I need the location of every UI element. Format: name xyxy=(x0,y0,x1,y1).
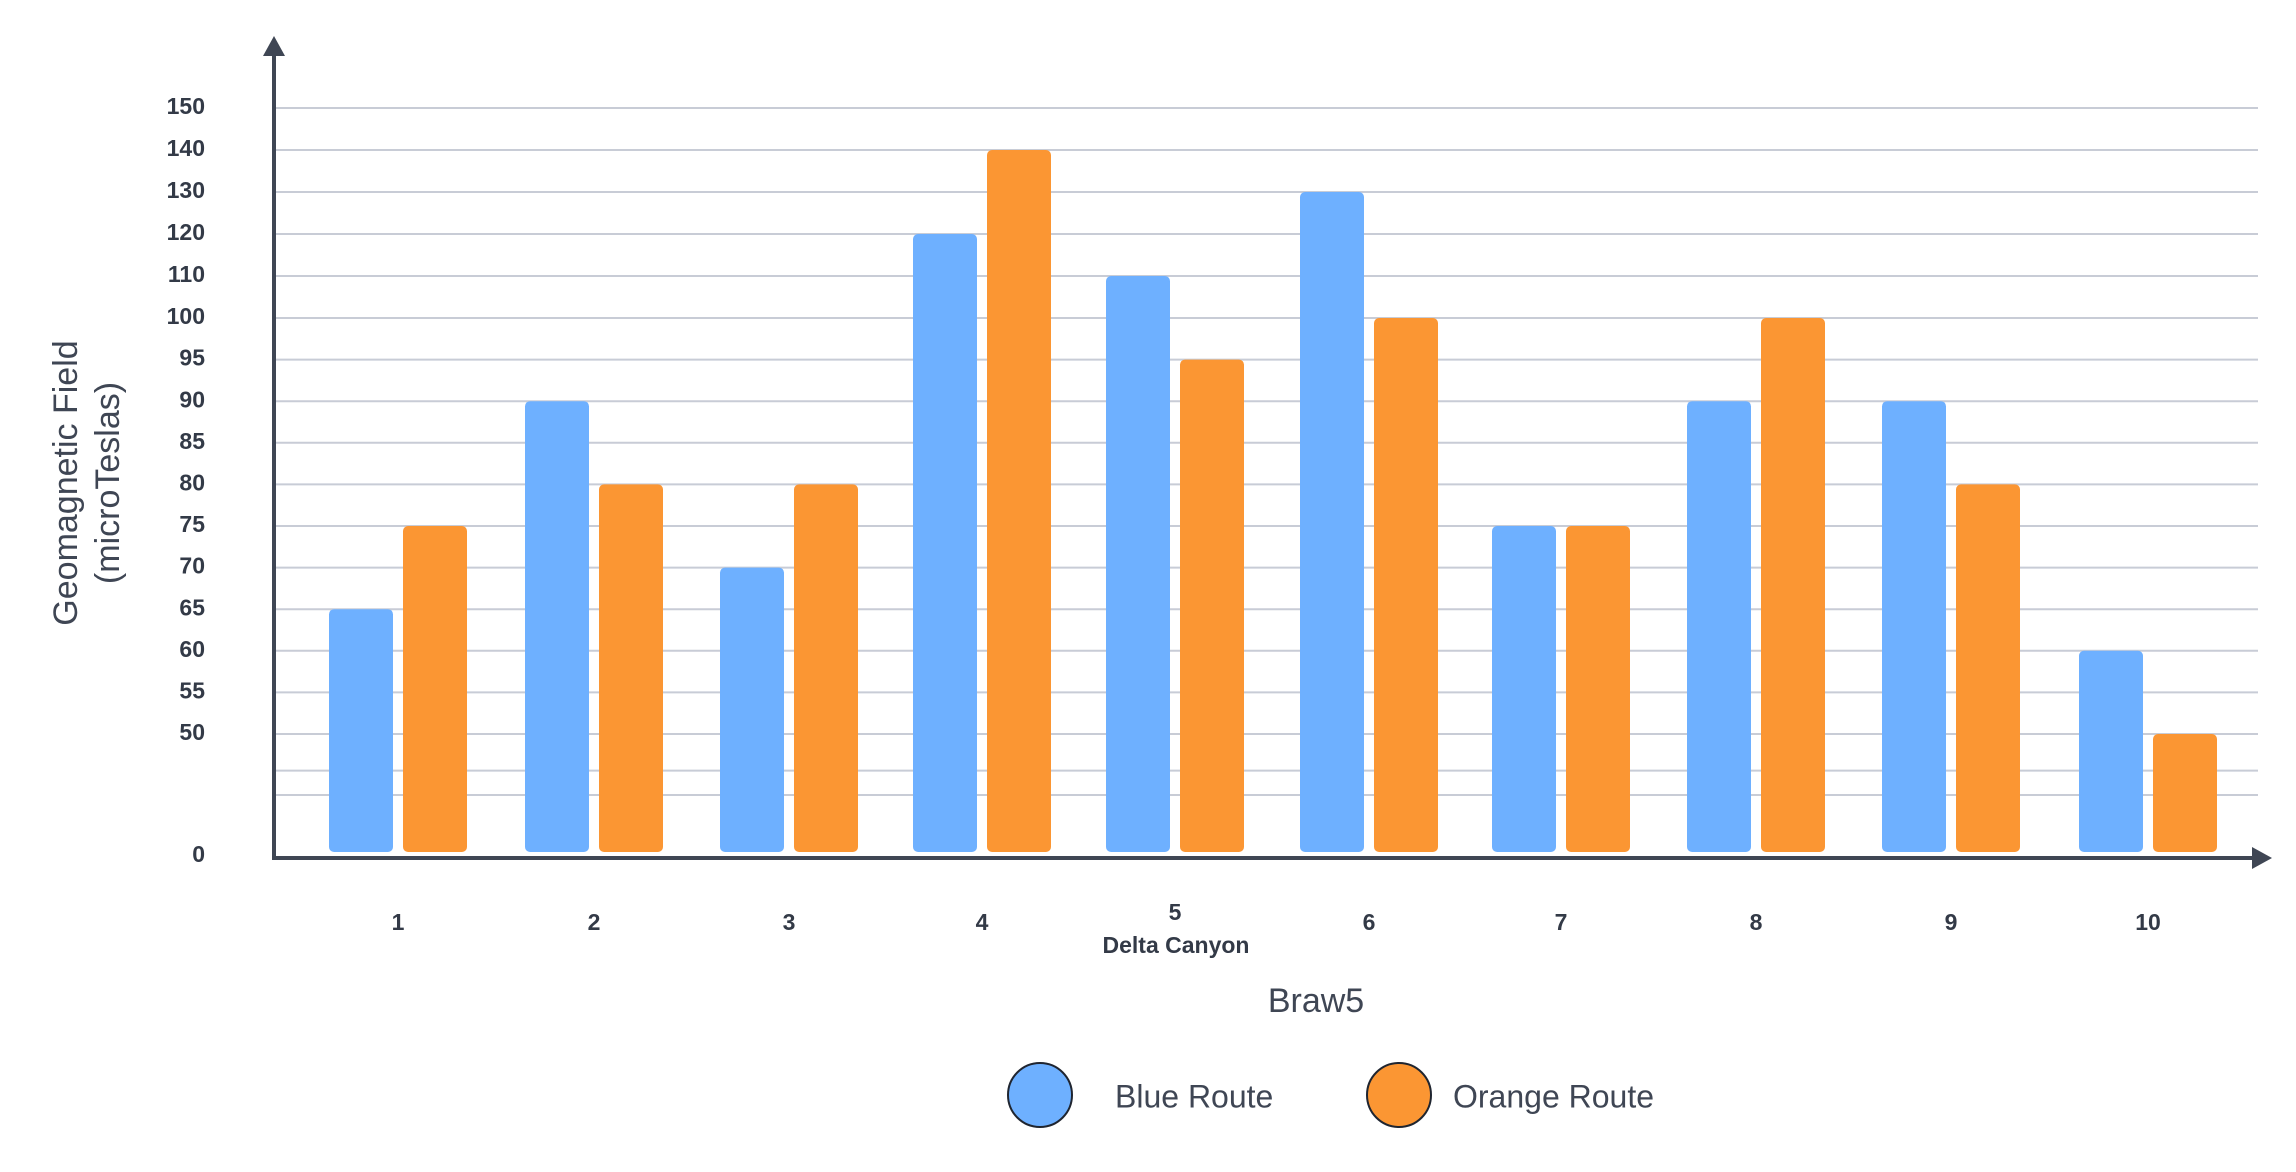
y-tick-label: 80 xyxy=(179,469,205,495)
legend: Blue Route Orange Route xyxy=(1007,1062,1654,1128)
axes xyxy=(263,36,2272,869)
y-tick-label: 95 xyxy=(179,345,205,371)
y-tick-label: 70 xyxy=(179,553,205,579)
bar-orange-route xyxy=(1566,526,1630,852)
bar-orange-route xyxy=(987,150,1051,852)
bar-blue-route xyxy=(525,401,589,852)
bar-blue-route xyxy=(720,567,784,852)
x-axis-arrow xyxy=(2252,847,2272,869)
y-tick-label: 130 xyxy=(167,177,205,203)
x-axis-title: Braw5 xyxy=(1268,982,1364,1020)
y-tick-label: 90 xyxy=(179,386,205,412)
legend-label-orange-route: Orange Route xyxy=(1453,1078,1654,1114)
bar-orange-route xyxy=(1180,359,1244,852)
legend-swatch-blue-route xyxy=(1007,1062,1073,1128)
bar-orange-route xyxy=(1761,318,1825,852)
y-tick-label: 120 xyxy=(167,219,205,245)
x-tick-label: 5 xyxy=(1169,899,1182,925)
x-tick-label: 7 xyxy=(1555,909,1568,935)
category-annotation: Delta Canyon xyxy=(1103,932,1250,958)
y-tick-label: 0 xyxy=(192,841,205,867)
y-axis-title-line-2: (microTeslas) xyxy=(89,382,127,584)
bar-orange-route xyxy=(2153,734,2217,852)
bar-orange-route xyxy=(1374,318,1438,852)
x-tick-labels: 1 2 3 4 5 6 7 8 9 10 xyxy=(392,899,2161,935)
x-tick-label: 6 xyxy=(1363,909,1376,935)
bar-orange-route xyxy=(794,484,858,852)
bar-blue-route xyxy=(1687,401,1751,852)
y-axis-title-line-1: Geomagnetic Field xyxy=(47,340,85,625)
bar-orange-route xyxy=(599,484,663,852)
x-tick-label: 9 xyxy=(1945,909,1958,935)
y-tick-label: 50 xyxy=(179,719,205,745)
y-axis-arrow xyxy=(263,36,285,56)
y-tick-labels: 0 50 55 60 65 70 75 80 85 90 95 100 110 120 130 140 150 xyxy=(167,93,206,867)
bar-blue-route xyxy=(329,609,393,852)
bars xyxy=(329,150,2217,852)
bar-blue-route xyxy=(913,234,977,852)
y-tick-label: 60 xyxy=(179,636,205,662)
bar-blue-route xyxy=(1300,192,1364,852)
x-tick-label: 8 xyxy=(1750,909,1763,935)
y-tick-label: 65 xyxy=(179,594,205,620)
legend-swatch-orange-route xyxy=(1366,1062,1432,1128)
x-tick-label: 2 xyxy=(588,909,601,935)
y-tick-label: 85 xyxy=(179,428,205,454)
y-tick-label: 150 xyxy=(167,93,205,119)
legend-label-blue-route: Blue Route xyxy=(1115,1078,1273,1114)
bar-blue-route xyxy=(1492,526,1556,852)
bar-orange-route xyxy=(1956,484,2020,852)
x-tick-label: 1 xyxy=(392,909,405,935)
x-tick-label: 10 xyxy=(2135,909,2161,935)
y-tick-label: 75 xyxy=(179,511,205,537)
bar-blue-route xyxy=(1882,401,1946,852)
y-tick-label: 140 xyxy=(167,135,205,161)
bar-blue-route xyxy=(2079,650,2143,852)
y-axis-title: Geomagnetic Field (microTeslas) xyxy=(47,340,127,625)
y-tick-label: 55 xyxy=(179,677,205,703)
x-tick-label: 4 xyxy=(976,909,989,935)
y-tick-label: 100 xyxy=(167,303,205,329)
bar-blue-route xyxy=(1106,276,1170,852)
y-tick-label: 110 xyxy=(168,261,205,287)
bar-orange-route xyxy=(403,526,467,852)
x-tick-label: 3 xyxy=(783,909,796,935)
